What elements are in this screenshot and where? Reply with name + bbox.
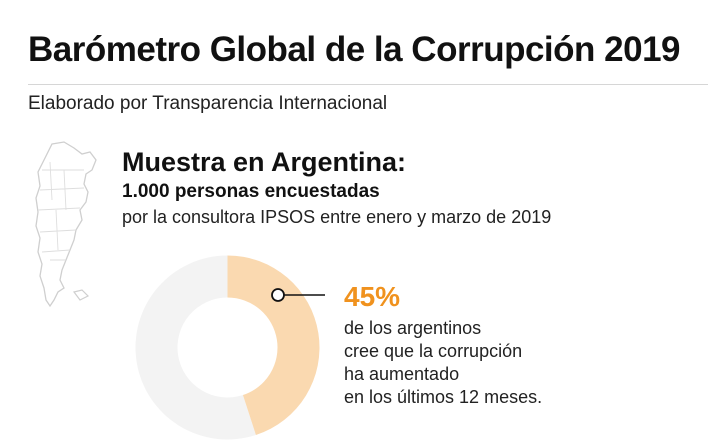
sample-detail: por la consultora IPSOS entre enero y ma… (122, 207, 552, 227)
stat-line-1: de los argentinos (344, 318, 482, 338)
title-divider (28, 84, 708, 85)
sample-count: 1.000 personas encuestadas (122, 181, 380, 202)
stat-line-4: en los últimos 12 meses. (344, 387, 543, 407)
argentina-map-icon (35, 141, 97, 308)
stat-description: de los argentinos cree que la corrupción… (344, 317, 542, 409)
donut-slice-main (227, 255, 320, 435)
callout-dot (271, 288, 285, 302)
donut-slice-rest (135, 255, 256, 440)
stat-line-3: ha aumentado (344, 364, 460, 384)
page-title: Barómetro Global de la Corrupción 2019 (28, 30, 681, 69)
sample-heading: Muestra en Argentina: (122, 147, 407, 177)
stat-value: 45% (344, 281, 401, 312)
donut-chart (135, 255, 325, 440)
page-subtitle: Elaborado por Transparencia Internaciona… (28, 93, 388, 114)
stat-line-2: cree que la corrupción (344, 341, 523, 361)
